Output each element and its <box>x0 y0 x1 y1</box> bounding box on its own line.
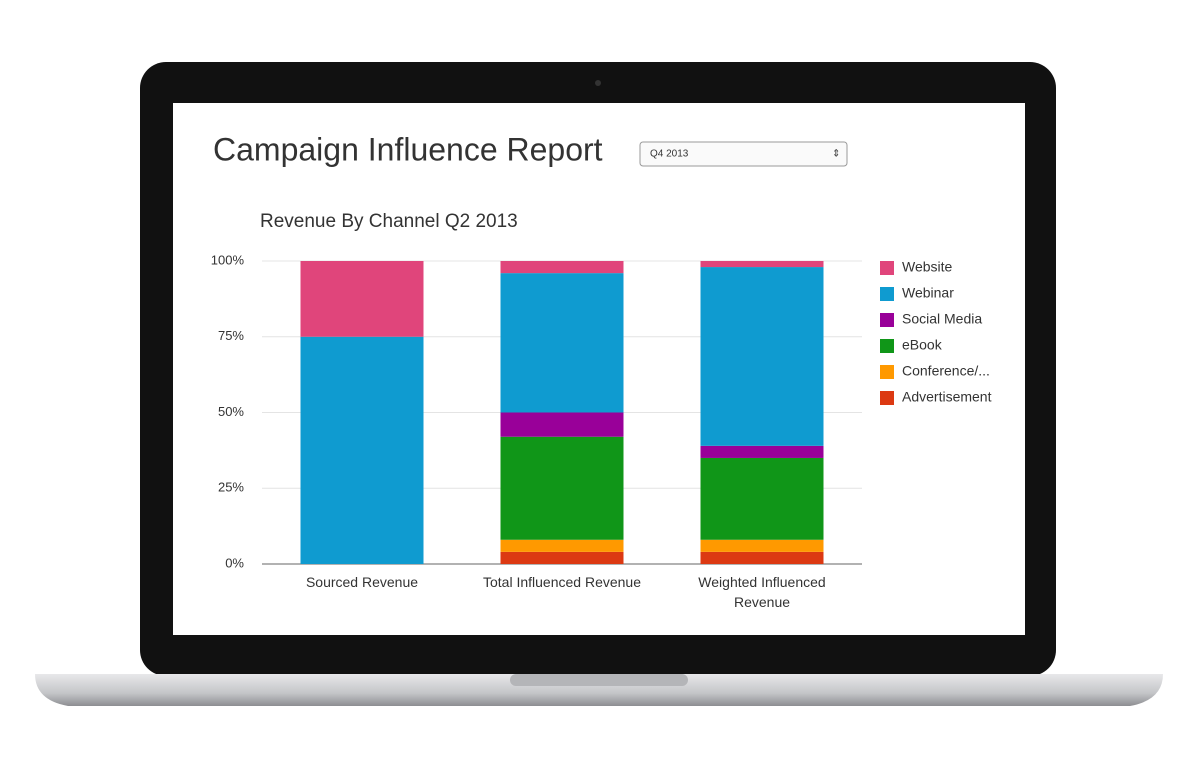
bar-segment <box>300 336 424 564</box>
chart: 0% 25% 50% 75% 100% Sourced Revenue Total Infl… <box>211 252 992 610</box>
chart-title: Revenue By Channel Q2 2013 <box>260 211 518 232</box>
legend-label: Website <box>902 259 953 275</box>
bar-segment <box>700 539 824 552</box>
bar-segment <box>500 539 624 552</box>
bar-segment <box>500 261 624 274</box>
report-title: Campaign Influence Report <box>213 131 603 167</box>
y-tick-label: 100% <box>211 252 245 267</box>
x-tick-label-box: Sourced Revenue <box>305 574 419 590</box>
legend-label: Conference/... <box>902 363 990 379</box>
bar-segment <box>700 267 824 446</box>
x-tick-label: Weighted Influenced Revenue <box>698 574 826 610</box>
legend-label: Advertisement <box>902 389 992 405</box>
bar-segment <box>700 261 824 268</box>
bar-segment <box>300 261 424 337</box>
camera <box>595 80 601 86</box>
dropdown-arrow: ⇕ <box>832 149 840 160</box>
legend-label: Webinar <box>902 285 954 301</box>
period-dropdown[interactable] <box>639 141 848 167</box>
bar-segment <box>500 551 624 564</box>
legend-swatch <box>880 313 894 327</box>
bar-segment <box>700 445 824 458</box>
laptop-notch <box>510 674 688 686</box>
bar-segment <box>700 457 824 540</box>
bar-segment <box>500 436 624 540</box>
bar-segment <box>700 551 824 564</box>
y-tick-label: 0% <box>225 555 244 570</box>
x-tick-label-box: Weighted Influenced Revenue <box>698 574 826 610</box>
legend-label: eBook <box>902 337 943 353</box>
x-tick-label: Sourced Revenue <box>305 574 419 590</box>
legend-swatch <box>880 391 894 405</box>
legend-swatch <box>880 339 894 353</box>
legend-swatch <box>880 287 894 301</box>
y-tick-label: 25% <box>218 480 244 495</box>
laptop-base <box>35 674 1163 706</box>
bar-segment <box>500 273 624 413</box>
legend-swatch <box>880 365 894 379</box>
y-tick-label: 75% <box>218 328 244 343</box>
legend-label: Social Media <box>902 311 982 327</box>
y-tick-label: 50% <box>218 404 244 419</box>
x-tick-label-box: Total Influenced Revenue <box>483 574 641 590</box>
bar-segment <box>500 412 624 437</box>
x-tick-label: Total Influenced Revenue <box>483 574 641 590</box>
legend-swatch <box>880 261 894 275</box>
dropdown-value: Q4 2013 <box>650 149 689 160</box>
